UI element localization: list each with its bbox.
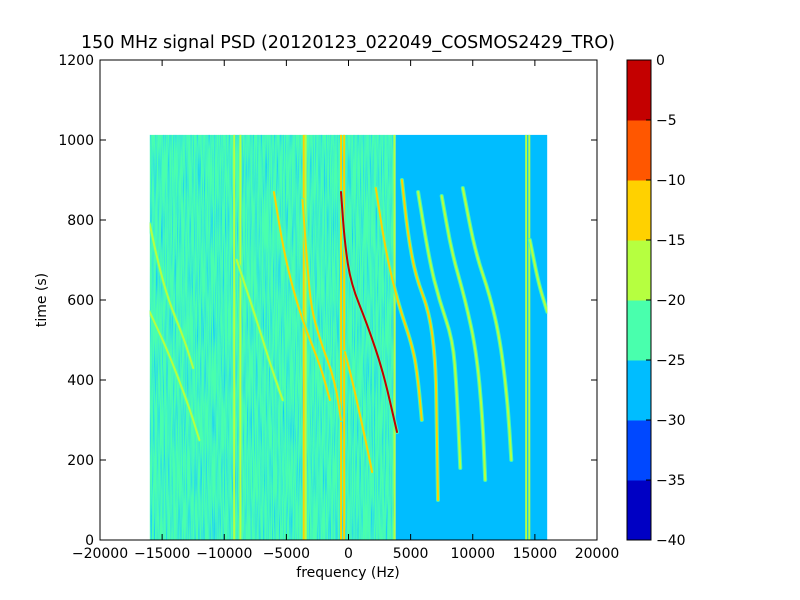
x-tick-label: 15000 [513, 546, 558, 562]
colorbar: 0 −5 −10 −15 −20 −25 −30 −35 −40 [626, 53, 686, 549]
background-left [149, 134, 396, 541]
signal-track [235, 259, 284, 401]
x-tick-label: 10000 [450, 546, 495, 562]
y-tick-label: 0 [85, 533, 94, 549]
x-tick-label: −20000 [72, 546, 128, 562]
x-axis-ticks: −20000 −15000 −10000 −5000 0 5000 10000 15000 20… [72, 60, 619, 562]
colorbar-tick-label: −40 [656, 533, 686, 549]
heatmap-layer [149, 134, 548, 541]
signal-track [374, 187, 423, 421]
x-tick-label: −10000 [196, 546, 252, 562]
x-tick-label: 20000 [575, 546, 620, 562]
signal-track [400, 179, 439, 501]
colorbar-tick-label: −25 [656, 353, 686, 369]
colorbar-tick-label: −10 [656, 173, 686, 189]
y-tick-label: 600 [67, 293, 94, 309]
colorbar-segment [627, 480, 651, 541]
y-axis-ticks: 0 200 400 600 800 1000 1200 [58, 53, 597, 549]
x-tick-label: 0 [344, 546, 353, 562]
signal-track [417, 191, 462, 469]
signal-track [440, 195, 487, 481]
colorbar-tick-label: 0 [656, 53, 665, 69]
signal-track [272, 191, 331, 401]
x-tick-label: −15000 [134, 546, 190, 562]
y-tick-label: 1200 [58, 53, 94, 69]
signal-track [149, 223, 195, 369]
colorbar-tick-label: −15 [656, 233, 686, 249]
signal-track [343, 351, 374, 473]
plot-area: −20000 −15000 −10000 −5000 0 5000 10000 15000 20… [58, 53, 619, 562]
y-axis-label: time (s) [34, 273, 50, 327]
y-tick-label: 1000 [58, 133, 94, 149]
colorbar-segment [627, 120, 651, 181]
y-tick-label: 800 [67, 213, 94, 229]
x-axis-label: frequency (Hz) [296, 565, 399, 581]
colorbar-segment [627, 240, 651, 301]
x-tick-label: −5000 [263, 546, 310, 562]
colorbar-segment [627, 360, 651, 421]
y-tick-label: 200 [67, 453, 94, 469]
colorbar-tick-label: −30 [656, 413, 686, 429]
colorbar-segment [627, 420, 651, 481]
signal-track [149, 311, 201, 441]
x-tick-label: 5000 [393, 546, 429, 562]
signal-track [301, 199, 342, 421]
y-tick-label: 400 [67, 373, 94, 389]
colorbar-tick-label: −20 [656, 293, 686, 309]
signal-track [340, 191, 398, 433]
signal-track [528, 239, 548, 313]
colorbar-segment [627, 180, 651, 241]
colorbar-tick-label: −35 [656, 473, 686, 489]
colorbar-segment [627, 300, 651, 361]
colorbar-tick-label: −5 [656, 113, 677, 129]
chart-title: 150 MHz signal PSD (20120123_022049_COSM… [81, 33, 615, 53]
signal-track [461, 187, 513, 461]
colorbar-segment [627, 60, 651, 121]
